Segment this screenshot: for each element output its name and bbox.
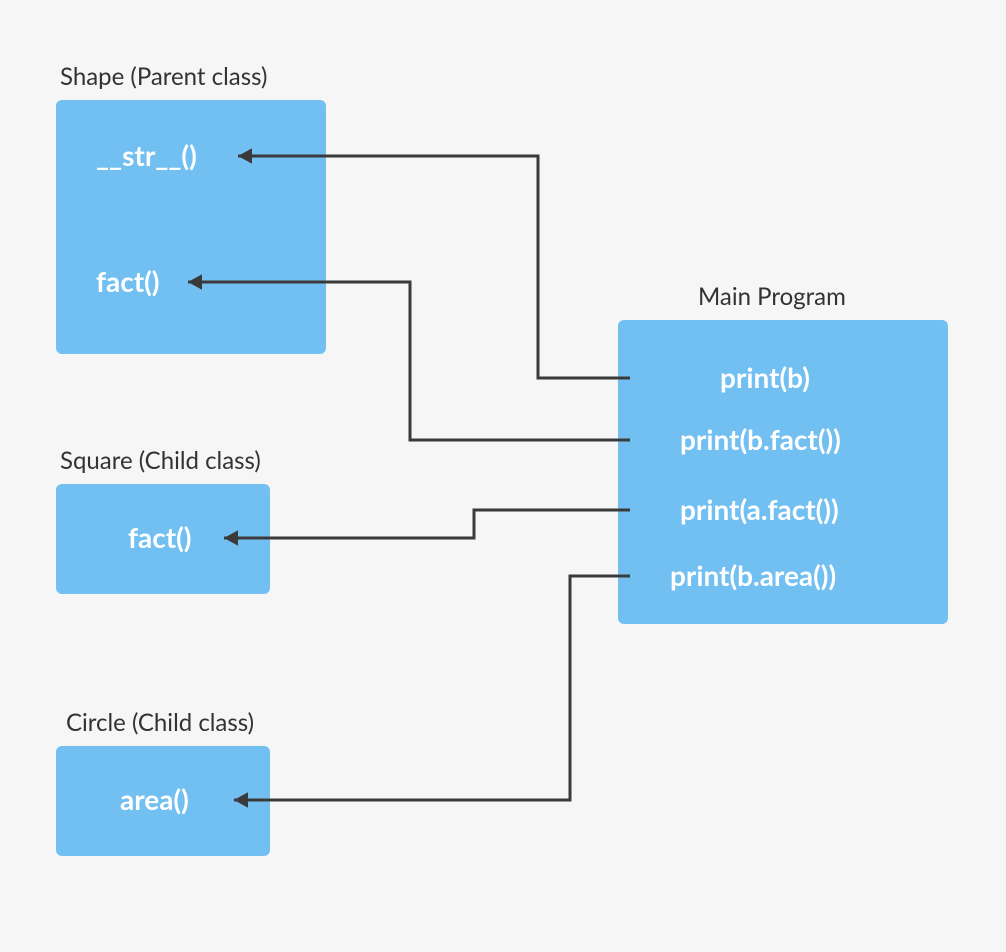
- shape-class-label: Shape (Parent class): [60, 62, 267, 91]
- main-print-a-fact: print(a.fact()): [680, 492, 839, 526]
- diagram-canvas: Shape (Parent class) __str__() fact() Sq…: [0, 0, 1006, 952]
- main-program-label: Main Program: [698, 282, 846, 311]
- main-print-b: print(b): [720, 360, 810, 394]
- square-class-label: Square (Child class): [60, 446, 261, 475]
- main-print-b-fact: print(b.fact()): [680, 422, 841, 456]
- main-print-b-area: print(b.area()): [670, 558, 836, 592]
- shape-str-method: __str__(): [96, 138, 197, 172]
- circle-class-label: Circle (Child class): [66, 708, 254, 737]
- square-fact-method: fact(): [128, 520, 192, 554]
- shape-fact-method: fact(): [96, 264, 160, 298]
- circle-area-method: area(): [120, 782, 189, 816]
